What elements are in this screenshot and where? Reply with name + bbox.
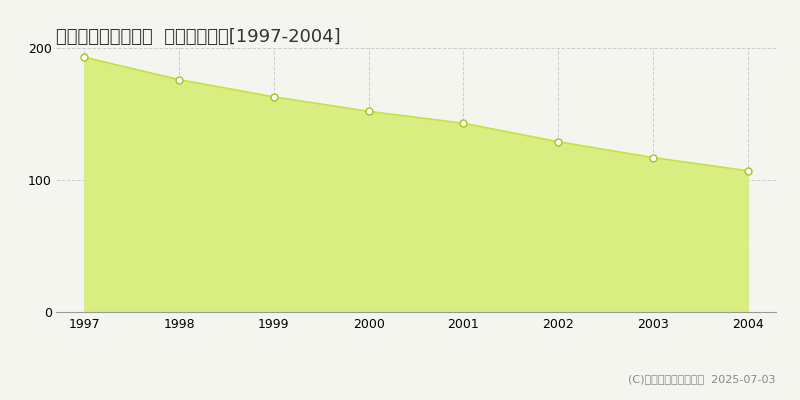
Text: (C)土地価格ドットコム  2025-07-03: (C)土地価格ドットコム 2025-07-03 [629,374,776,384]
Text: 大阪市生野区新今里  基準地価推移[1997-2004]: 大阪市生野区新今里 基準地価推移[1997-2004] [56,28,341,46]
